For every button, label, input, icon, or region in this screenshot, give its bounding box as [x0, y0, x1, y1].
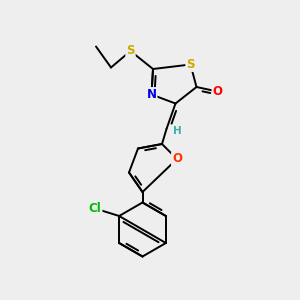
- Text: S: S: [186, 58, 195, 71]
- Text: H: H: [172, 125, 182, 136]
- Text: O: O: [212, 85, 223, 98]
- Text: N: N: [146, 88, 157, 101]
- Text: Cl: Cl: [89, 202, 101, 215]
- Text: S: S: [126, 44, 135, 58]
- Text: O: O: [172, 152, 182, 166]
